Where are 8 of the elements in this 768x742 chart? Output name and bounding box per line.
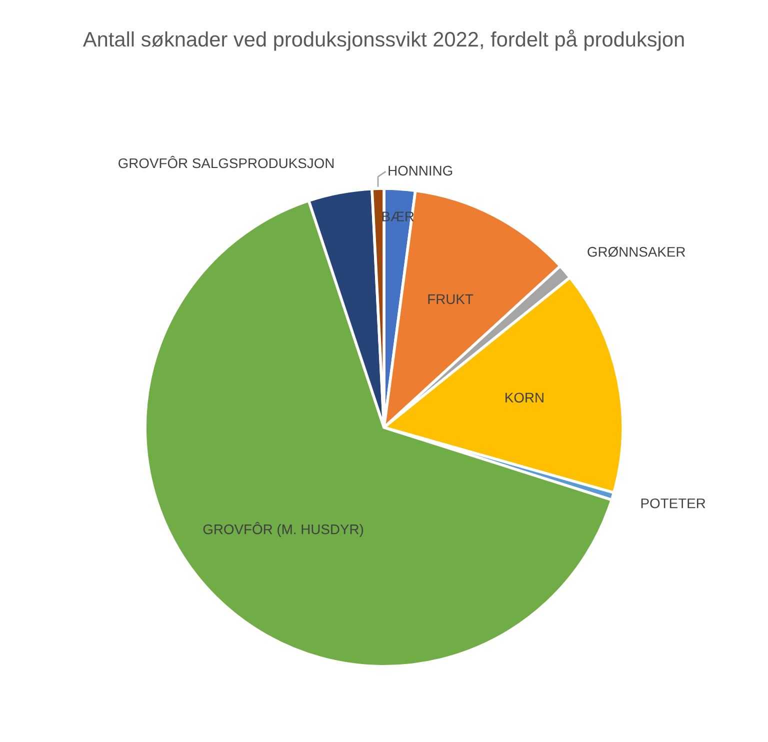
slice-label: HONNING <box>388 166 452 176</box>
slice-label: GROVFÔR (M. HUSDYR) <box>203 522 364 537</box>
chart-title: Antall søknader ved produksjonssvikt 2022, fordelt på produksjon <box>82 30 684 51</box>
slice-label: POTETER <box>641 498 706 508</box>
slice-label: KORN <box>506 392 544 403</box>
slice-label: GROVFÔR SALGSPRODUKSJON <box>118 156 334 168</box>
slice-label: FRUKT <box>428 294 474 304</box>
slice-label: GRØNNSAKER <box>588 246 686 257</box>
